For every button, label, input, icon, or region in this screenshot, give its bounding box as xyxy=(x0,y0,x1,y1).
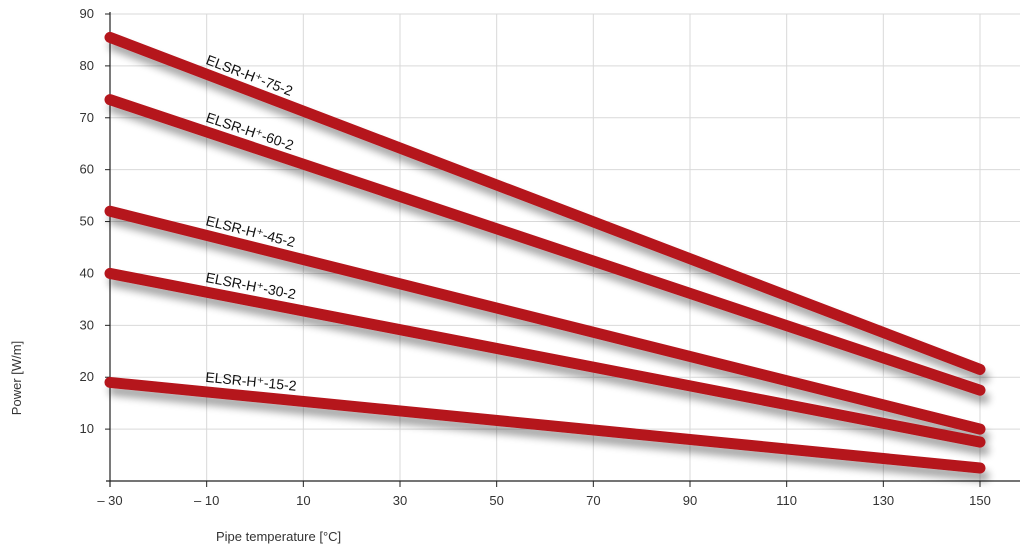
series-line-3 xyxy=(104,205,986,435)
axes: 10 20 30 40 50 60 70 80 90 – 30 – 10 10 30 50 70 90 110 1… xyxy=(80,6,1020,508)
y-tick-label: 80 xyxy=(80,58,94,73)
series-line-5 xyxy=(104,376,986,474)
x-tick-label: 50 xyxy=(489,493,503,508)
x-tick-label: 110 xyxy=(776,493,797,508)
series-lines xyxy=(104,31,986,474)
series-line-2 xyxy=(104,94,986,396)
grid xyxy=(110,13,1020,481)
y-tick-label: 50 xyxy=(80,214,94,229)
series-line-1 xyxy=(104,31,986,375)
x-tick-label: 150 xyxy=(969,493,991,508)
x-tick-label: 10 xyxy=(296,493,310,508)
x-tick-label: 30 xyxy=(393,493,407,508)
y-tick-label: 90 xyxy=(80,6,94,21)
y-tick-label: 20 xyxy=(80,369,94,384)
y-tick-label: 10 xyxy=(80,421,94,436)
x-axis-title: Pipe temperature [°C] xyxy=(216,529,341,544)
x-tick-label: – 10 xyxy=(194,493,219,508)
y-tick-label: 40 xyxy=(80,265,94,280)
y-tick-label: 30 xyxy=(80,317,94,332)
x-tick-label: – 30 xyxy=(97,493,122,508)
x-tick-label: 70 xyxy=(586,493,600,508)
x-tick-label: 90 xyxy=(683,493,697,508)
x-tick-label: 130 xyxy=(872,493,894,508)
y-tick-label: 70 xyxy=(80,110,94,125)
series-line-4 xyxy=(104,267,986,448)
y-tick-label: 60 xyxy=(80,162,94,177)
y-axis-title: Power [W/m] xyxy=(9,341,24,415)
